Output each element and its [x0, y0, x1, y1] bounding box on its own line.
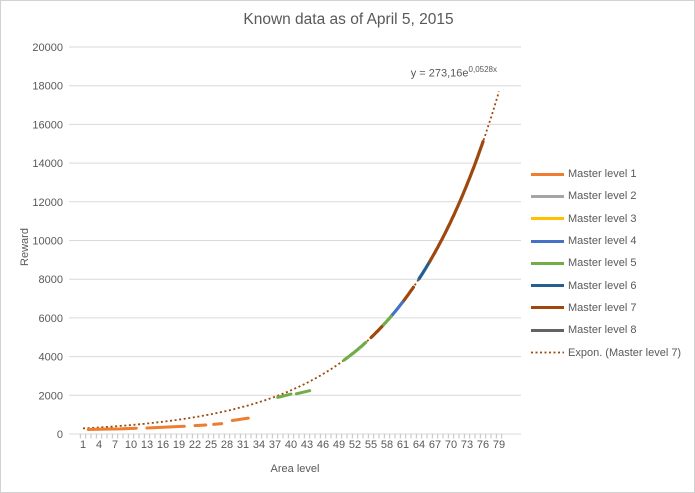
legend-item-expon-master-level-7-[interactable]: Expon. (Master level 7)	[531, 341, 681, 363]
series-master-level-7-line	[428, 140, 485, 264]
legend: Master level 1 Master level 2 Master level…	[531, 163, 681, 364]
legend-swatch-line-icon	[531, 284, 564, 288]
y-tick-label: 6000	[39, 313, 63, 325]
series-master-level-1-line	[230, 416, 250, 422]
legend-item-master-level-7[interactable]: Master level 7	[531, 297, 681, 319]
y-tick-label: 8000	[39, 274, 63, 286]
legend-swatch-line-icon	[531, 217, 564, 221]
x-tick-label: 70	[445, 439, 457, 451]
y-tick-label: 10000	[32, 236, 63, 248]
legend-label: Master level 1	[568, 168, 637, 181]
y-tick-label: 12000	[32, 197, 63, 209]
x-tick-label: 55	[365, 439, 377, 451]
series-master-level-7-line	[402, 285, 415, 302]
legend-swatch-line-icon	[531, 261, 564, 265]
x-tick-label: 25	[205, 439, 217, 451]
x-tick-label: 13	[141, 439, 153, 451]
legend-label: Master level 6	[568, 279, 637, 292]
legend-item-master-level-6[interactable]: Master level 6	[531, 274, 681, 296]
legend-label: Master level 7	[568, 301, 637, 314]
legend-swatch-line-icon	[531, 306, 564, 310]
legend-item-master-level-3[interactable]: Master level 3	[531, 208, 681, 230]
series-master-level-5-line	[342, 340, 368, 362]
x-tick-label: 67	[429, 439, 441, 451]
y-tick-label: 14000	[32, 158, 63, 170]
x-tick-label: 49	[333, 439, 345, 451]
x-tick-label: 52	[349, 439, 361, 451]
x-tick-label: 79	[493, 439, 505, 451]
series-master-level-5-line	[276, 392, 293, 399]
x-tick-label: 58	[381, 439, 393, 451]
x-tick-label: 64	[413, 439, 425, 451]
legend-label: Master level 2	[568, 190, 637, 203]
series-master-level-1-line	[86, 426, 138, 431]
legend-swatch-line-icon	[531, 239, 564, 243]
legend-swatch-line-icon	[531, 194, 564, 198]
y-tick-label: 0	[57, 429, 63, 441]
legend-item-master-level-1[interactable]: Master level 1	[531, 163, 681, 185]
y-tick-label: 16000	[32, 119, 63, 131]
chart-title: Known data as of April 5, 2015	[243, 11, 454, 28]
x-tick-label: 16	[157, 439, 169, 451]
x-tick-label: 40	[285, 439, 297, 451]
legend-label: Expon. (Master level 7)	[568, 346, 682, 359]
legend-label: Master level 4	[568, 235, 637, 248]
trendline-expon-master-level-7	[82, 91, 500, 430]
x-tick-label: 22	[189, 439, 201, 451]
x-tick-label: 7	[112, 439, 118, 451]
y-tick-label: 20000	[32, 42, 63, 54]
legend-item-master-level-4[interactable]: Master level 4	[531, 230, 681, 252]
legend-item-master-level-8[interactable]: Master level 8	[531, 319, 681, 341]
legend-item-master-level-2[interactable]: Master level 2	[531, 185, 681, 207]
x-tick-label: 4	[96, 439, 102, 451]
series-master-level-1-line	[212, 422, 224, 426]
series-master-level-6-line	[417, 260, 432, 281]
legend-swatch-line-icon	[531, 328, 564, 332]
equation-exponent: 0,0528x	[468, 65, 497, 74]
x-tick-label: 34	[253, 439, 265, 451]
series-master-level-1-line	[145, 424, 186, 430]
y-axis-title: Reward	[19, 228, 31, 266]
legend-label: Master level 8	[568, 324, 637, 337]
x-tick-label: 19	[173, 439, 185, 451]
legend-label: Master level 3	[568, 212, 637, 225]
legend-label: Master level 5	[568, 257, 637, 270]
series-master-level-1-line	[193, 423, 208, 428]
x-tick-label: 10	[125, 439, 137, 451]
series-master-level-7-line	[369, 325, 384, 340]
trendline-equation: y = 273,16e0,0528x	[411, 65, 497, 80]
x-axis-title: Area level	[270, 463, 320, 475]
series-master-level-5-line	[380, 314, 393, 329]
x-tick-label: 73	[461, 439, 473, 451]
x-tick-label: 1	[80, 439, 86, 451]
y-tick-label: 4000	[39, 352, 63, 364]
x-tick-label: 31	[237, 439, 249, 451]
legend-item-master-level-5[interactable]: Master level 5	[531, 252, 681, 274]
legend-swatch-dotted-line-icon	[531, 351, 564, 354]
series-master-level-5-line	[294, 389, 312, 396]
y-tick-label: 2000	[39, 390, 63, 402]
equation-base: y = 273,16e	[410, 67, 469, 80]
x-tick-label: 61	[397, 439, 409, 451]
x-tick-label: 43	[301, 439, 313, 451]
legend-swatch-line-icon	[531, 172, 564, 176]
y-tick-label: 18000	[32, 81, 63, 93]
x-tick-label: 37	[269, 439, 281, 451]
x-tick-label: 76	[477, 439, 489, 451]
series-master-level-4-line	[389, 299, 405, 318]
x-tick-label: 46	[317, 439, 329, 451]
x-tick-label: 28	[221, 439, 233, 451]
